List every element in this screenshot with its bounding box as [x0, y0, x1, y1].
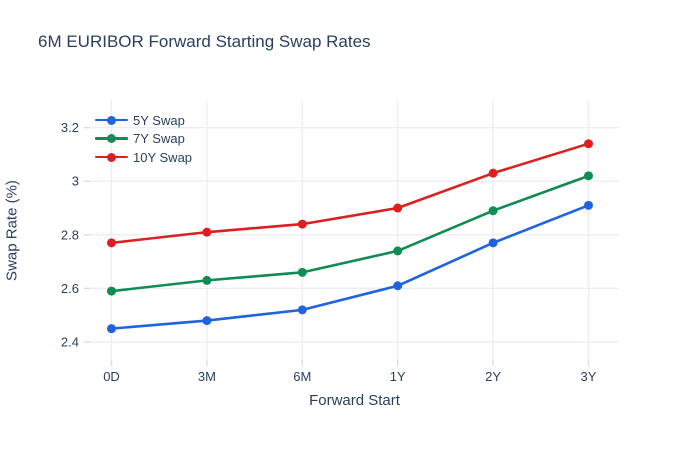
data-point-7y-swap-3Y [584, 171, 593, 181]
legend-item-10y-swap[interactable]: 10Y Swap [95, 148, 192, 167]
data-point-7y-swap-6M [297, 267, 307, 277]
data-point-5y-swap-3M [202, 316, 212, 326]
data-point-7y-swap-2Y [488, 206, 498, 216]
x-tick-label: 2Y [485, 369, 501, 384]
legend-item-label: 7Y Swap [133, 131, 185, 147]
legend-swatch-line-marker [95, 115, 128, 125]
legend-item-7y-swap[interactable]: 7Y Swap [95, 130, 192, 149]
data-point-7y-swap-0D [107, 286, 116, 296]
y-tick-label: 2.4 [61, 335, 79, 350]
legend-item-5y-swap[interactable]: 5Y Swap [95, 111, 192, 130]
x-tick-label: 3M [198, 369, 216, 384]
series-line-7y-swap [110, 174, 590, 293]
data-point-10y-swap-3M [202, 227, 212, 237]
data-point-5y-swap-3Y [584, 200, 593, 210]
x-tick-label: 1Y [390, 369, 406, 384]
data-point-10y-swap-6M [297, 219, 307, 229]
data-point-5y-swap-2Y [488, 238, 498, 248]
chart-title: 6M EURIBOR Forward Starting Swap Rates [38, 32, 371, 51]
data-point-10y-swap-2Y [488, 168, 498, 178]
legend: 5Y Swap 7Y Swap 10Y Swap [95, 111, 192, 167]
data-point-10y-swap-3Y [584, 139, 593, 149]
legend-item-label: 10Y Swap [133, 149, 193, 165]
y-tick-label: 3 [72, 174, 79, 189]
data-point-7y-swap-3M [202, 275, 212, 285]
x-tick-label: 3Y [581, 369, 597, 384]
x-tick-label: 0D [103, 369, 120, 384]
data-point-10y-swap-1Y [393, 203, 403, 213]
data-point-7y-swap-1Y [393, 246, 403, 256]
legend-swatch-line-marker [95, 152, 128, 162]
y-tick-label: 2.6 [61, 281, 79, 296]
series-line-5y-swap [110, 204, 590, 330]
data-point-10y-swap-0D [107, 238, 116, 248]
x-tick-label: 6M [293, 369, 311, 384]
y-tick-label: 2.8 [61, 227, 79, 242]
data-point-5y-swap-1Y [393, 281, 403, 291]
series-line-10y-swap [110, 142, 590, 245]
y-tick-label: 3.2 [61, 120, 79, 135]
data-point-5y-swap-6M [297, 305, 307, 315]
legend-item-label: 5Y Swap [133, 112, 185, 128]
legend-swatch-line-marker [95, 134, 128, 144]
data-point-5y-swap-0D [107, 324, 116, 334]
y-axis-title: Swap Rate (%) [3, 180, 21, 281]
x-axis-title: Forward Start [309, 392, 400, 409]
